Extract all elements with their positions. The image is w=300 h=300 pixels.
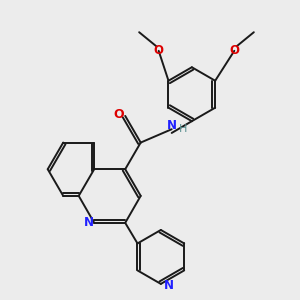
Text: O: O <box>229 44 239 57</box>
Text: H: H <box>179 124 188 134</box>
Text: N: N <box>167 119 177 132</box>
Text: O: O <box>154 44 164 57</box>
Text: O: O <box>113 108 124 121</box>
Text: N: N <box>164 279 174 292</box>
Text: N: N <box>84 216 94 229</box>
